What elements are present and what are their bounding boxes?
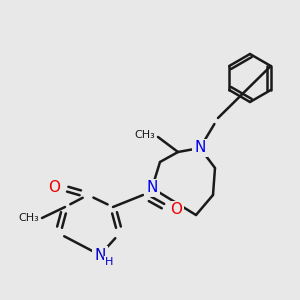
Text: N: N	[194, 140, 206, 155]
Text: CH₃: CH₃	[18, 213, 39, 223]
Text: O: O	[48, 179, 60, 194]
Text: H: H	[105, 257, 113, 267]
Text: N: N	[146, 181, 158, 196]
Text: N: N	[94, 248, 106, 262]
Text: CH₃: CH₃	[134, 130, 155, 140]
Text: O: O	[170, 202, 182, 217]
